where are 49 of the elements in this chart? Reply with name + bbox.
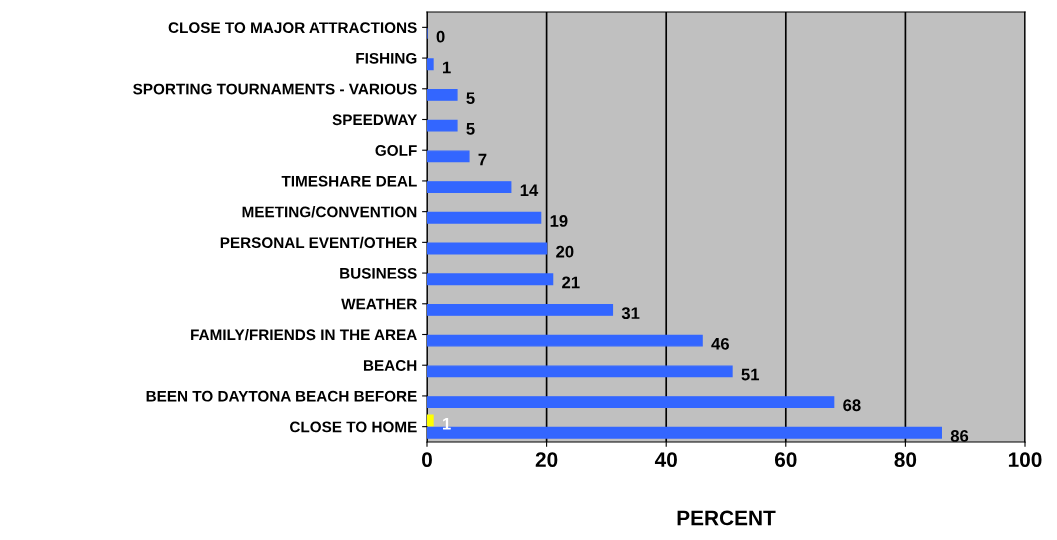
data-label: 20 xyxy=(556,245,574,258)
bar xyxy=(427,89,458,101)
data-label: 51 xyxy=(741,368,760,381)
bar xyxy=(427,334,703,347)
x-tick-label: 80 xyxy=(894,452,917,468)
bar xyxy=(427,396,835,408)
bar xyxy=(427,365,733,378)
y-tick-label: FISHING xyxy=(356,52,417,64)
bar xyxy=(427,181,512,193)
data-label: 5 xyxy=(466,123,475,135)
y-tick-label: CLOSE TO MAJOR ATTRACTIONS xyxy=(168,22,417,34)
bar xyxy=(427,211,542,224)
y-tick-label: MEETING/CONVENTION xyxy=(242,206,417,218)
bar xyxy=(427,150,470,163)
data-label: 1 xyxy=(443,61,451,74)
x-tick-label: 60 xyxy=(774,452,797,468)
y-tick-label: BEEN TO DAYTONA BEACH BEFORE xyxy=(146,390,417,402)
data-label: 86 xyxy=(950,430,969,442)
y-tick-label: BEACH xyxy=(363,360,417,371)
y-tick-label: CLOSE TO HOME xyxy=(290,421,417,433)
y-tick-label: BUSINESS xyxy=(340,267,417,279)
data-label: 68 xyxy=(843,399,861,412)
data-label: 1 xyxy=(443,417,451,430)
data-label: 0 xyxy=(436,30,445,43)
y-tick-label: TIMESHARE DEAL xyxy=(281,175,417,187)
data-label: 5 xyxy=(466,92,475,105)
bar xyxy=(427,304,614,316)
y-tick-label: WEATHER xyxy=(341,298,417,310)
y-tick-label: SPORTING TOURNAMENTS - VARIOUS xyxy=(133,83,417,95)
bar xyxy=(427,242,548,255)
bar xyxy=(427,414,434,427)
x-tick-label: 20 xyxy=(535,452,558,468)
data-label: 14 xyxy=(520,184,539,196)
bar xyxy=(427,58,434,71)
x-axis-title: PERCENT xyxy=(677,510,776,526)
y-tick-label: FAMILY/FRIENDS IN THE AREA xyxy=(191,328,417,341)
data-label: 21 xyxy=(562,276,580,289)
data-label: 19 xyxy=(550,215,568,227)
y-tick-label: GOLF xyxy=(375,145,417,156)
x-tick-label: 0 xyxy=(422,452,432,468)
data-label: 46 xyxy=(711,337,729,350)
x-tick-label: 40 xyxy=(654,452,677,468)
data-label: 31 xyxy=(621,307,640,320)
x-tick-label: 100 xyxy=(1008,452,1042,468)
bar xyxy=(427,119,458,132)
y-tick-label: PERSONAL EVENT/OTHER xyxy=(220,236,417,249)
bar xyxy=(427,273,554,286)
data-label: 7 xyxy=(478,153,487,166)
y-tick-label: SPEEDWAY xyxy=(332,114,418,126)
